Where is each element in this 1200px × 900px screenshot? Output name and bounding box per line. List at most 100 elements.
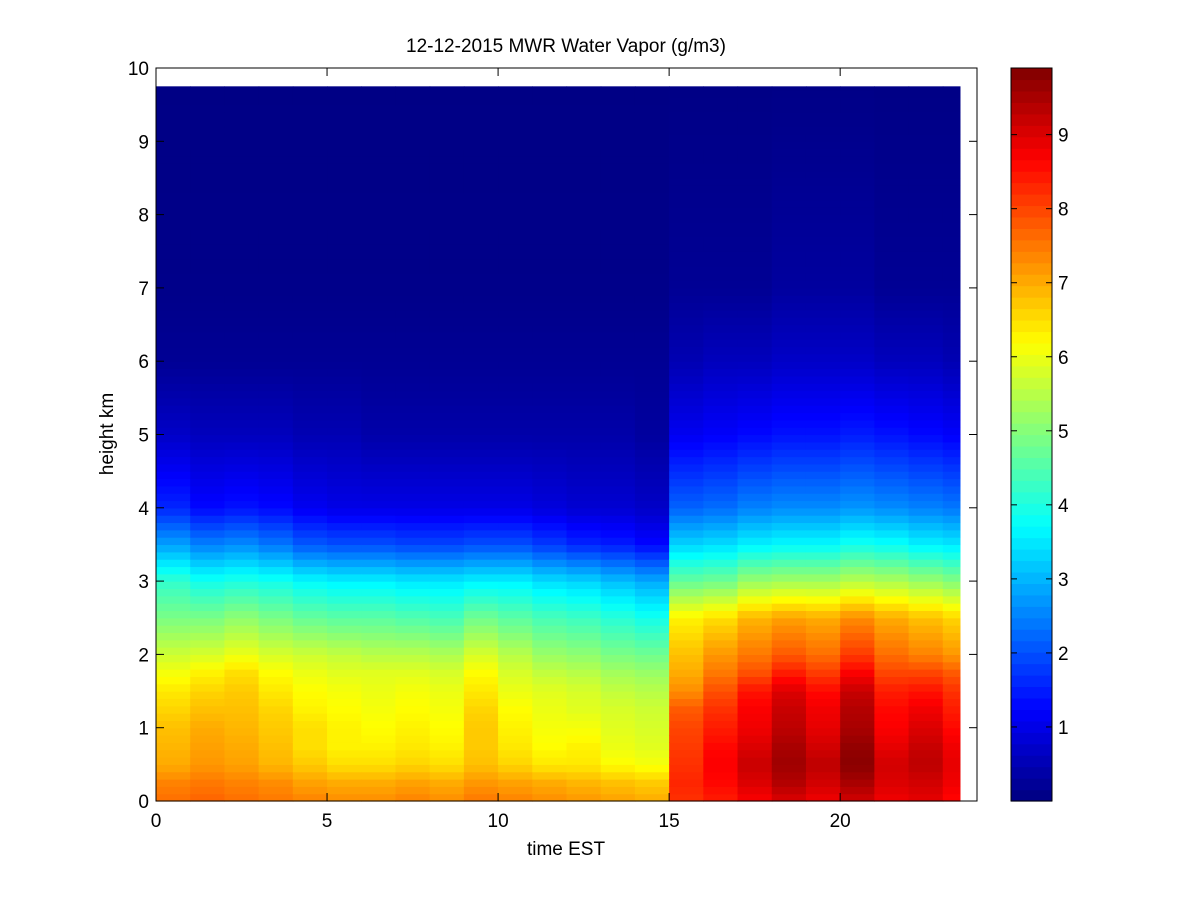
- heatmap-cell: [737, 515, 773, 524]
- heatmap-cell: [532, 214, 568, 223]
- heatmap-cell: [942, 97, 961, 106]
- heatmap-cell: [908, 588, 944, 597]
- heatmap-cell: [463, 265, 499, 274]
- heatmap-cell: [600, 493, 636, 502]
- heatmap-cell: [532, 111, 568, 120]
- heatmap-cell: [156, 573, 191, 582]
- heatmap-cell: [395, 89, 431, 98]
- heatmap-cell: [805, 111, 841, 120]
- heatmap-cell: [634, 170, 670, 179]
- heatmap-cell: [463, 221, 499, 230]
- heatmap-cell: [634, 661, 670, 670]
- heatmap-cell: [532, 192, 568, 201]
- heatmap-cell: [669, 705, 704, 714]
- heatmap-cell: [292, 89, 328, 98]
- heatmap-cell: [669, 522, 704, 531]
- heatmap-cell: [805, 86, 841, 91]
- heatmap-cell: [429, 229, 465, 238]
- heatmap-cell: [600, 302, 636, 311]
- heatmap-cell: [805, 375, 841, 384]
- heatmap-cell: [395, 133, 431, 142]
- heatmap-cell: [395, 485, 431, 494]
- heatmap-cell: [634, 456, 670, 465]
- heatmap-cell: [361, 155, 397, 164]
- heatmap-cell: [258, 522, 294, 531]
- heatmap-cell: [600, 654, 636, 663]
- heatmap-cell: [463, 251, 499, 260]
- heatmap-cell: [566, 779, 602, 787]
- heatmap-cell: [771, 104, 807, 113]
- heatmap-cell: [156, 566, 191, 575]
- heatmap-cell: [429, 676, 465, 685]
- heatmap-cell: [942, 214, 961, 223]
- heatmap-cell: [361, 713, 397, 721]
- heatmap-cell: [532, 588, 568, 597]
- heatmap-cell: [224, 199, 260, 208]
- heatmap-cell: [703, 111, 739, 120]
- heatmap-cell: [703, 779, 739, 787]
- heatmap-cell: [942, 361, 961, 370]
- heatmap-cell: [840, 104, 875, 113]
- heatmap-cell: [908, 346, 944, 355]
- heatmap-cell: [703, 229, 739, 238]
- heatmap-cell: [258, 236, 294, 245]
- heatmap-cell: [292, 771, 328, 780]
- heatmap-cell: [224, 779, 260, 787]
- heatmap-cell: [498, 705, 533, 714]
- heatmap-cell: [361, 786, 397, 795]
- heatmap-cell: [669, 625, 704, 634]
- heatmap-cell: [737, 280, 773, 289]
- heatmap-cell: [156, 485, 191, 494]
- heatmap-cell: [634, 214, 670, 223]
- heatmap-cell: [292, 339, 328, 348]
- heatmap-cell: [600, 251, 636, 260]
- heatmap-cell: [292, 199, 328, 208]
- heatmap-cell: [874, 119, 910, 128]
- heatmap-cell: [224, 683, 260, 692]
- heatmap-cell: [634, 434, 670, 443]
- heatmap-cell: [156, 610, 191, 619]
- colorbar-swatch: [1011, 606, 1052, 619]
- heatmap-cell: [429, 588, 465, 597]
- heatmap-cell: [805, 647, 841, 655]
- heatmap-cell: [224, 221, 260, 230]
- heatmap-cell: [669, 720, 704, 729]
- heatmap-cell: [224, 97, 260, 106]
- heatmap-cell: [942, 456, 961, 465]
- heatmap-cell: [771, 86, 807, 91]
- heatmap-cell: [703, 522, 739, 531]
- heatmap-cell: [669, 346, 704, 355]
- heatmap-cell: [224, 331, 260, 340]
- heatmap-cell: [669, 771, 704, 780]
- heatmap-cell: [600, 243, 636, 252]
- heatmap-cell: [566, 214, 602, 223]
- heatmap-cell: [703, 720, 739, 729]
- heatmap-cell: [634, 683, 670, 692]
- heatmap-cell: [942, 295, 961, 304]
- heatmap-cell: [634, 324, 670, 333]
- heatmap-cell: [327, 705, 362, 714]
- heatmap-cell: [224, 551, 260, 560]
- heatmap-cell: [190, 573, 226, 582]
- heatmap-cell: [840, 412, 875, 421]
- heatmap-cell: [190, 786, 226, 795]
- heatmap-cell: [463, 471, 499, 480]
- heatmap-cell: [840, 669, 875, 677]
- heatmap-cell: [737, 251, 773, 260]
- heatmap-cell: [327, 89, 362, 98]
- heatmap-cell: [805, 97, 841, 106]
- heatmap-cell: [805, 544, 841, 553]
- heatmap-cell: [566, 265, 602, 274]
- heatmap-cell: [532, 177, 568, 186]
- heatmap-cell: [737, 639, 773, 648]
- heatmap-cell: [258, 419, 294, 428]
- heatmap-cell: [737, 559, 773, 568]
- heatmap-cell: [532, 155, 568, 164]
- heatmap-cell: [669, 661, 704, 670]
- heatmap-cell: [566, 463, 602, 472]
- heatmap-cell: [258, 141, 294, 150]
- heatmap-cell: [224, 595, 260, 604]
- heatmap-cell: [258, 192, 294, 201]
- heatmap-cell: [908, 133, 944, 142]
- heatmap-cell: [463, 405, 499, 414]
